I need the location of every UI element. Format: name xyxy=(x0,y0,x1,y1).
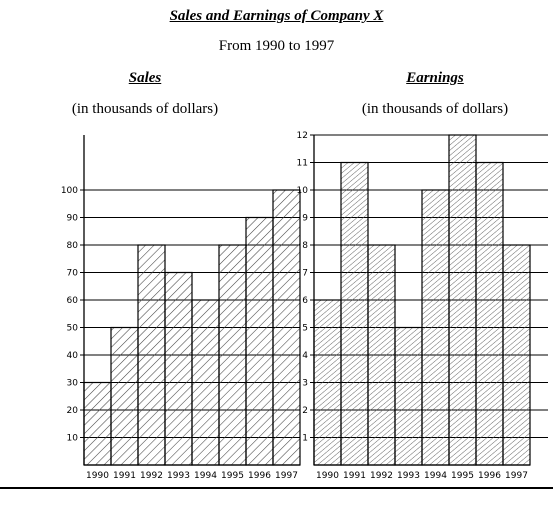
earnings-chart-units: (in thousands of dollars) xyxy=(361,101,509,117)
earnings-y-tick-label: 1 xyxy=(302,434,308,444)
sales-bar-1996 xyxy=(245,216,274,466)
subtitle: From 1990 to 1997 xyxy=(218,38,335,54)
sales-x-tick-label: 1990 xyxy=(86,471,109,481)
earnings-y-tick-label: 2 xyxy=(302,406,308,416)
sales-y-tick-label: 40 xyxy=(67,351,79,361)
earnings-x-tick-label: 1991 xyxy=(343,471,366,481)
earnings-x-tick-label: 1996 xyxy=(478,471,501,481)
earnings-x-tick-label: 1990 xyxy=(316,471,339,481)
earnings-y-tick-label: 10 xyxy=(297,186,309,196)
sales-bar-1994 xyxy=(191,299,220,466)
earnings-bar-1990 xyxy=(313,299,342,466)
sales-chart-title: Sales xyxy=(128,70,162,86)
earnings-bar-1995 xyxy=(448,134,477,466)
sales-x-tick-label: 1993 xyxy=(167,471,190,481)
earnings-y-tick-label: 7 xyxy=(302,269,308,279)
earnings-y-tick-label: 8 xyxy=(302,241,308,251)
earnings-bar-1992 xyxy=(367,244,396,466)
sales-y-tick-label: 70 xyxy=(67,269,79,279)
sales-x-tick-label: 1991 xyxy=(113,471,136,481)
earnings-y-tick-label: 3 xyxy=(302,379,308,389)
sales-chart-units: (in thousands of dollars) xyxy=(71,101,219,117)
sales-bar-1990 xyxy=(83,381,112,466)
sales-bar-1995 xyxy=(218,244,247,466)
earnings-bar-1994 xyxy=(421,189,450,466)
sales-y-tick-label: 100 xyxy=(61,186,78,196)
earnings-x-tick-label: 1995 xyxy=(451,471,474,481)
sales-bar-1993 xyxy=(164,271,193,466)
earnings-y-tick-label: 5 xyxy=(302,324,308,334)
earnings-x-tick-label: 1994 xyxy=(424,471,447,481)
earnings-x-tick-label: 1993 xyxy=(397,471,420,481)
main-title: Sales and Earnings of Company X xyxy=(169,8,384,24)
sales-y-tick-label: 80 xyxy=(67,241,79,251)
sales-y-tick-label: 30 xyxy=(67,379,79,389)
sales-x-tick-label: 1996 xyxy=(248,471,271,481)
sales-x-tick-label: 1997 xyxy=(275,471,298,481)
page-divider-line xyxy=(0,487,553,489)
earnings-bar-1996 xyxy=(475,161,504,466)
sales-bar-1991 xyxy=(110,326,139,466)
sales-bar-1992 xyxy=(137,244,166,466)
earnings-x-tick-label: 1997 xyxy=(505,471,528,481)
sales-bar-1997 xyxy=(272,189,301,466)
earnings-y-tick-label: 4 xyxy=(302,351,308,361)
earnings-bar-1991 xyxy=(340,161,369,466)
earnings-bar-1993 xyxy=(394,326,423,466)
earnings-y-tick-label: 6 xyxy=(302,296,308,306)
sales-y-tick-label: 10 xyxy=(67,434,79,444)
earnings-chart-title: Earnings xyxy=(406,70,464,86)
sales-y-tick-label: 60 xyxy=(67,296,79,306)
sales-y-tick-label: 50 xyxy=(67,324,79,334)
sales-x-tick-label: 1995 xyxy=(221,471,244,481)
earnings-bar-1997 xyxy=(502,244,531,466)
sales-chart: 10 20 30 40 50 60 70 80 90 100 1990 1991 1992 1993 199… xyxy=(61,135,301,481)
sales-y-tick-label: 90 xyxy=(67,214,79,224)
earnings-y-tick-label: 11 xyxy=(297,159,308,169)
earnings-y-tick-label: 12 xyxy=(297,131,308,141)
earnings-x-tick-label: 1992 xyxy=(370,471,393,481)
sales-y-tick-label: 20 xyxy=(67,406,79,416)
sales-x-tick-label: 1994 xyxy=(194,471,217,481)
earnings-y-tick-label: 9 xyxy=(302,214,308,224)
sales-x-tick-label: 1992 xyxy=(140,471,163,481)
